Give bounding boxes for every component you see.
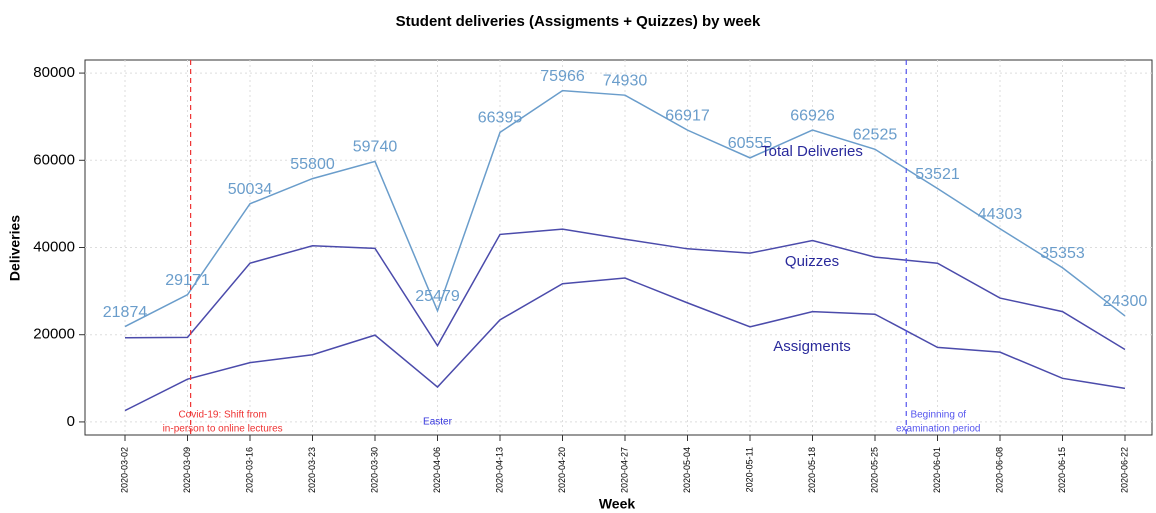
event-label: Covid-19: Shift from [178,410,266,421]
x-tick-label: 2020-04-27 [619,447,629,493]
data-label: 62525 [853,126,898,143]
data-label: 35353 [1040,245,1085,262]
data-label: 53521 [915,166,960,183]
event-label: in-person to online lectures [163,424,283,435]
x-tick-label: 2020-03-09 [182,447,192,493]
x-tick-label: 2020-06-01 [932,447,942,493]
data-label: 75966 [540,68,585,85]
y-axis-title: Deliveries [7,215,23,281]
series-label: Quizzes [785,253,839,270]
series-label: Assigments [773,338,851,355]
x-tick-label: 2020-06-15 [1057,447,1067,493]
x-tick-label: 2020-03-23 [307,447,317,493]
series-line [124,89,1126,328]
x-tick-label: 2020-05-18 [807,447,817,493]
data-label: 24300 [1103,293,1148,310]
data-label: 44303 [978,206,1023,223]
data-label: 29171 [165,272,210,289]
y-tick-label: 40000 [33,238,75,255]
x-tick-label: 2020-05-11 [744,447,754,492]
x-tick-label: 2020-04-20 [557,447,567,493]
series-label: Total Deliveries [761,143,863,160]
data-label: 66395 [478,110,523,127]
y-tick-label: 0 [67,413,75,430]
x-tick-label: 2020-04-06 [432,447,442,493]
event-label: Beginning of [910,410,966,421]
data-label: 66926 [790,107,835,124]
data-label: 59740 [353,139,398,156]
annotation: Easter [423,417,453,428]
data-label: 25479 [415,288,460,305]
x-tick-label: 2020-05-25 [869,447,879,493]
x-tick-label: 2020-06-22 [1119,447,1129,493]
data-label: 66917 [665,107,710,124]
chart-title: Student deliveries (Assigments + Quizzes… [396,13,761,30]
data-label: 21874 [103,304,148,321]
x-tick-label: 2020-04-13 [494,447,504,493]
event-label: examination period [896,424,981,435]
data-label: 60555 [728,135,773,152]
series-line [124,277,1126,412]
x-tick-label: 2020-06-08 [994,447,1004,493]
data-label: 50034 [228,181,273,198]
x-tick-label: 2020-03-02 [119,447,129,493]
data-label: 55800 [290,156,335,173]
x-tick-label: 2020-03-16 [244,447,254,493]
y-tick-label: 80000 [33,64,75,81]
y-tick-label: 20000 [33,326,75,343]
x-tick-label: 2020-03-30 [369,447,379,493]
series-line [124,228,1126,351]
x-axis-title: Week [599,496,636,512]
data-label: 74930 [603,72,648,89]
x-tick-label: 2020-05-04 [682,447,692,493]
y-tick-label: 60000 [33,151,75,168]
